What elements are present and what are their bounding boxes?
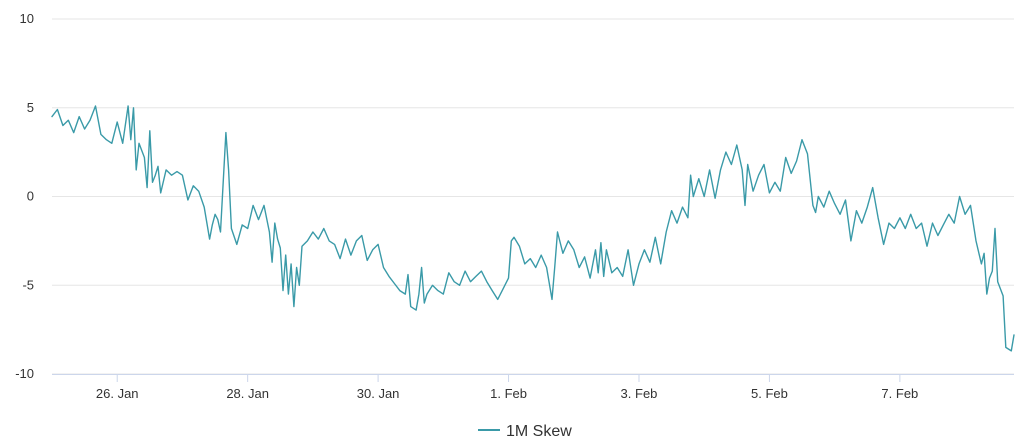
x-tick-label: 3. Feb xyxy=(621,386,658,401)
y-tick-label: -10 xyxy=(15,366,34,381)
y-tick-label: 5 xyxy=(27,100,34,115)
legend[interactable]: 1M Skew xyxy=(478,423,572,440)
x-tick-label: 5. Feb xyxy=(751,386,788,401)
series xyxy=(51,105,1015,352)
x-tick-label: 1. Feb xyxy=(490,386,527,401)
series-line-0[interactable] xyxy=(51,105,1015,352)
y-axis-ticks: 10 5 0 -5 -10 xyxy=(15,11,34,381)
y-tick-label: -5 xyxy=(22,277,34,292)
x-tick-label: 26. Jan xyxy=(96,386,139,401)
legend-item[interactable]: 1M Skew xyxy=(478,423,572,440)
legend-label: 1M Skew xyxy=(506,423,572,440)
x-tick-label: 7. Feb xyxy=(881,386,918,401)
x-tick-label: 30. Jan xyxy=(357,386,400,401)
x-tick-label: 28. Jan xyxy=(226,386,269,401)
y-tick-label: 0 xyxy=(27,189,34,204)
y-tick-label: 10 xyxy=(20,11,34,26)
x-axis-ticks: 26. Jan 28. Jan 30. Jan 1. Feb 3. Feb 5. Feb 7… xyxy=(96,374,918,401)
